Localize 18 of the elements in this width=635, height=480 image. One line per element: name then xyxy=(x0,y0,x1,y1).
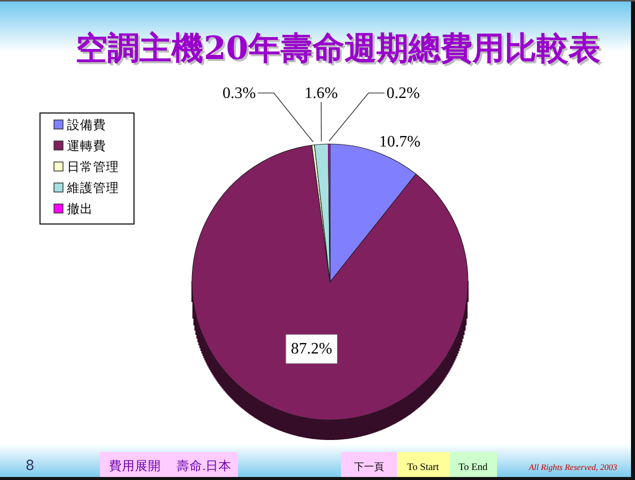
data-label: 0.2% xyxy=(386,85,420,102)
data-label: 0.3% xyxy=(222,85,256,102)
annotation: To Start xyxy=(407,462,439,473)
annotation: 壽命.日本 xyxy=(176,459,232,473)
annotation: 費用展開 xyxy=(109,459,161,473)
annotation: 8 xyxy=(26,458,34,474)
data-label: 1.6% xyxy=(304,85,338,102)
legend-label: 日常管理 xyxy=(67,159,119,174)
annotation: 下一頁 xyxy=(354,462,384,473)
legend-label: 維護管理 xyxy=(67,180,119,195)
data-label: 87.2% xyxy=(290,340,332,358)
annotation: To End xyxy=(458,462,488,473)
chart-title: 空調主機20年壽命週期總費用比較表 xyxy=(76,29,600,67)
legend-label: 設備費 xyxy=(67,117,106,132)
annotation: All Rights Reserved, 2003 xyxy=(528,462,618,472)
legend-label: 撤出 xyxy=(67,201,93,216)
data-label: 10.7% xyxy=(379,133,420,150)
legend-label: 運轉費 xyxy=(67,138,106,153)
